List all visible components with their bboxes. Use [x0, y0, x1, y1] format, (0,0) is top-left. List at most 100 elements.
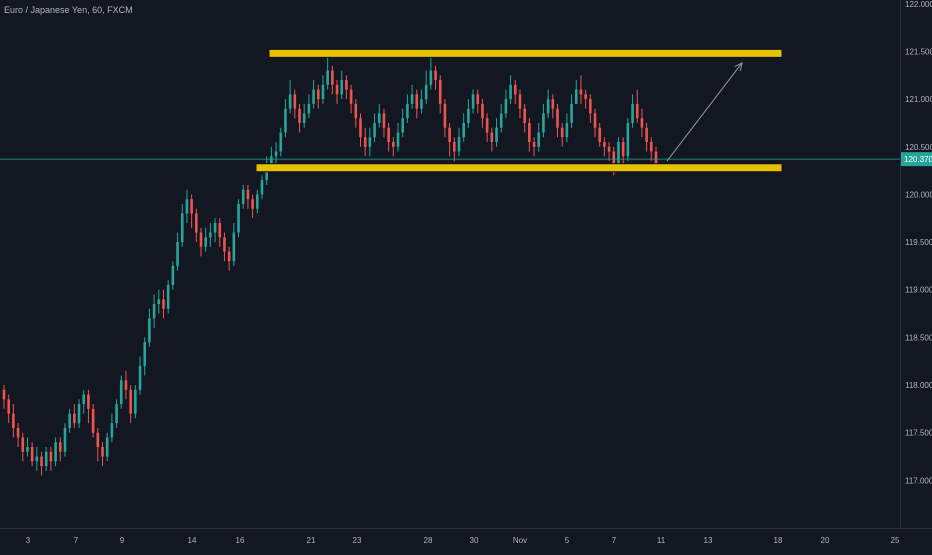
x-tick-label: 21 — [307, 536, 316, 545]
candle-body — [603, 142, 606, 147]
candle-body — [143, 342, 147, 366]
candle-body — [574, 89, 578, 104]
candle-body — [40, 456, 43, 467]
candle-body — [35, 456, 39, 462]
candle-body — [316, 89, 320, 100]
candle-body — [180, 213, 184, 243]
candle-body — [368, 137, 372, 147]
candle-body — [635, 103, 639, 119]
candle-body — [237, 203, 240, 233]
candle-body — [298, 108, 301, 123]
candle-body — [119, 380, 123, 405]
y-tick-label: 117.000 — [905, 476, 932, 485]
candle-body — [326, 70, 329, 85]
candle-body — [476, 94, 480, 104]
candle-body — [424, 84, 428, 100]
candle-body — [152, 304, 156, 319]
current-price-label-bg — [901, 152, 932, 167]
candle-body — [617, 142, 620, 166]
candle-body — [312, 89, 315, 104]
candle-body — [523, 108, 526, 123]
candle-body — [26, 446, 29, 452]
candle-body — [438, 80, 442, 104]
candle-body — [232, 232, 236, 262]
y-tick-label: 120.000 — [905, 190, 932, 199]
x-tick-label: 30 — [470, 536, 479, 545]
candle-body — [213, 223, 217, 233]
x-tick-label: 7 — [612, 536, 617, 545]
x-tick-label: 3 — [26, 536, 31, 545]
x-tick-label: 5 — [565, 536, 570, 545]
candle-body — [265, 165, 268, 181]
chart-title: Euro / Japanese Yen, 60, FXCM — [4, 5, 133, 15]
candle-body — [255, 194, 259, 209]
y-tick-label: 120.500 — [905, 143, 932, 152]
candle-body — [87, 394, 90, 409]
candle-body — [16, 427, 20, 438]
candle-body — [467, 108, 470, 123]
candle-body — [453, 142, 456, 152]
candle-body — [162, 299, 165, 309]
candle-body — [171, 265, 175, 285]
candle-body — [7, 399, 10, 414]
candle-body — [434, 70, 437, 81]
candle-body — [528, 122, 531, 143]
candle-body — [101, 446, 104, 457]
candle-body — [260, 180, 264, 195]
y-tick-label: 118.000 — [905, 381, 932, 390]
x-tick-label: 25 — [891, 536, 900, 545]
candle-body — [293, 94, 297, 109]
candle-body — [227, 251, 231, 262]
x-tick-label: 20 — [821, 536, 830, 545]
projection-arrow — [666, 62, 743, 162]
candle-body — [513, 84, 517, 95]
candle-body — [612, 151, 616, 166]
candle-body — [481, 103, 484, 119]
y-tick-label: 122.000 — [905, 0, 932, 9]
candle-body — [12, 413, 15, 428]
y-tick-label: 118.500 — [905, 333, 932, 342]
candle-body — [382, 113, 386, 128]
candle-body — [401, 118, 405, 133]
candle-body — [593, 113, 597, 128]
candle-body — [485, 118, 489, 133]
candle-body — [68, 413, 71, 428]
y-tick-label: 121.500 — [905, 47, 932, 56]
candle-body — [504, 99, 508, 114]
candle-body — [105, 437, 109, 457]
candle-body — [420, 99, 423, 109]
candle-body — [176, 242, 179, 266]
candle-body — [457, 137, 461, 152]
x-tick-label: 18 — [774, 536, 783, 545]
candle-body — [279, 132, 283, 152]
projection-arrow-head — [734, 61, 743, 71]
candle-body — [251, 199, 254, 209]
candle-body — [621, 142, 625, 157]
candle-body — [199, 232, 203, 247]
y-tick-label: 121.000 — [905, 95, 932, 104]
x-tick-label: Nov — [513, 536, 527, 545]
candle-body — [650, 142, 653, 152]
candle-body — [406, 103, 409, 119]
candle-body — [495, 127, 498, 143]
candle-body — [218, 223, 222, 238]
candle-body — [387, 127, 390, 143]
candle-body — [2, 389, 6, 400]
candle-body — [560, 127, 564, 138]
candle-body — [429, 70, 433, 85]
candle-body — [115, 404, 118, 424]
x-tick-label: 14 — [188, 536, 197, 545]
y-tick-label: 119.500 — [905, 238, 932, 247]
candle-body — [589, 99, 592, 114]
candle-body — [124, 380, 128, 390]
y-tick-label: 117.500 — [905, 429, 932, 438]
candle-body — [340, 80, 344, 95]
candle-body — [73, 413, 76, 424]
candle-body — [396, 132, 400, 147]
candle-body — [190, 199, 193, 214]
candle-body — [509, 84, 512, 100]
candle-body — [77, 404, 81, 424]
candle-body — [195, 213, 198, 233]
